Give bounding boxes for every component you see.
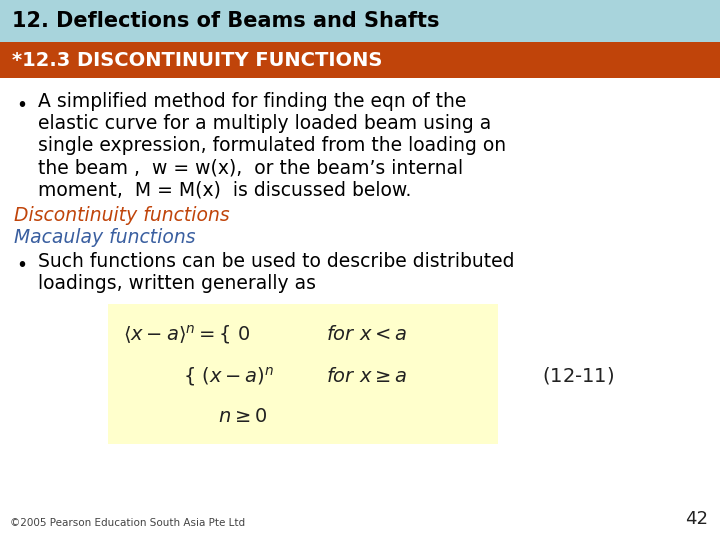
Bar — [0, 42, 720, 78]
Text: $\{\ (x-a)^n$: $\{\ (x-a)^n$ — [183, 364, 274, 388]
Text: moment,  M = M(x)  is discussed below.: moment, M = M(x) is discussed below. — [38, 180, 411, 199]
Text: 42: 42 — [685, 510, 708, 528]
Text: ©2005 Pearson Education South Asia Pte Ltd: ©2005 Pearson Education South Asia Pte L… — [10, 518, 245, 528]
Text: $for \ x < a$: $for \ x < a$ — [326, 325, 408, 343]
Text: the beam ,  w = w(x),  or the beam’s internal: the beam , w = w(x), or the beam’s inter… — [38, 158, 463, 177]
Text: loadings, written generally as: loadings, written generally as — [38, 274, 316, 293]
Text: single expression, formulated from the loading on: single expression, formulated from the l… — [38, 136, 506, 155]
Text: 12. Deflections of Beams and Shafts: 12. Deflections of Beams and Shafts — [12, 11, 439, 31]
Text: $for \ x \geq a$: $for \ x \geq a$ — [326, 367, 408, 386]
Text: elastic curve for a multiply loaded beam using a: elastic curve for a multiply loaded beam… — [38, 114, 491, 133]
Text: •: • — [16, 256, 27, 275]
Bar — [108, 304, 498, 444]
Text: $(12\text{-}11)$: $(12\text{-}11)$ — [542, 366, 614, 387]
Text: Macaulay functions: Macaulay functions — [14, 228, 196, 247]
Text: •: • — [16, 96, 27, 115]
Text: $\langle x-a \rangle^n = \{ \ 0$: $\langle x-a \rangle^n = \{ \ 0$ — [123, 322, 251, 346]
Text: Such functions can be used to describe distributed: Such functions can be used to describe d… — [38, 252, 515, 271]
Text: Discontinuity functions: Discontinuity functions — [14, 206, 230, 225]
Text: *12.3 DISCONTINUITY FUNCTIONS: *12.3 DISCONTINUITY FUNCTIONS — [12, 51, 382, 70]
Bar — [0, 0, 720, 42]
Text: A simplified method for finding the eqn of the: A simplified method for finding the eqn … — [38, 92, 467, 111]
Text: $n \geq 0$: $n \geq 0$ — [218, 407, 267, 426]
